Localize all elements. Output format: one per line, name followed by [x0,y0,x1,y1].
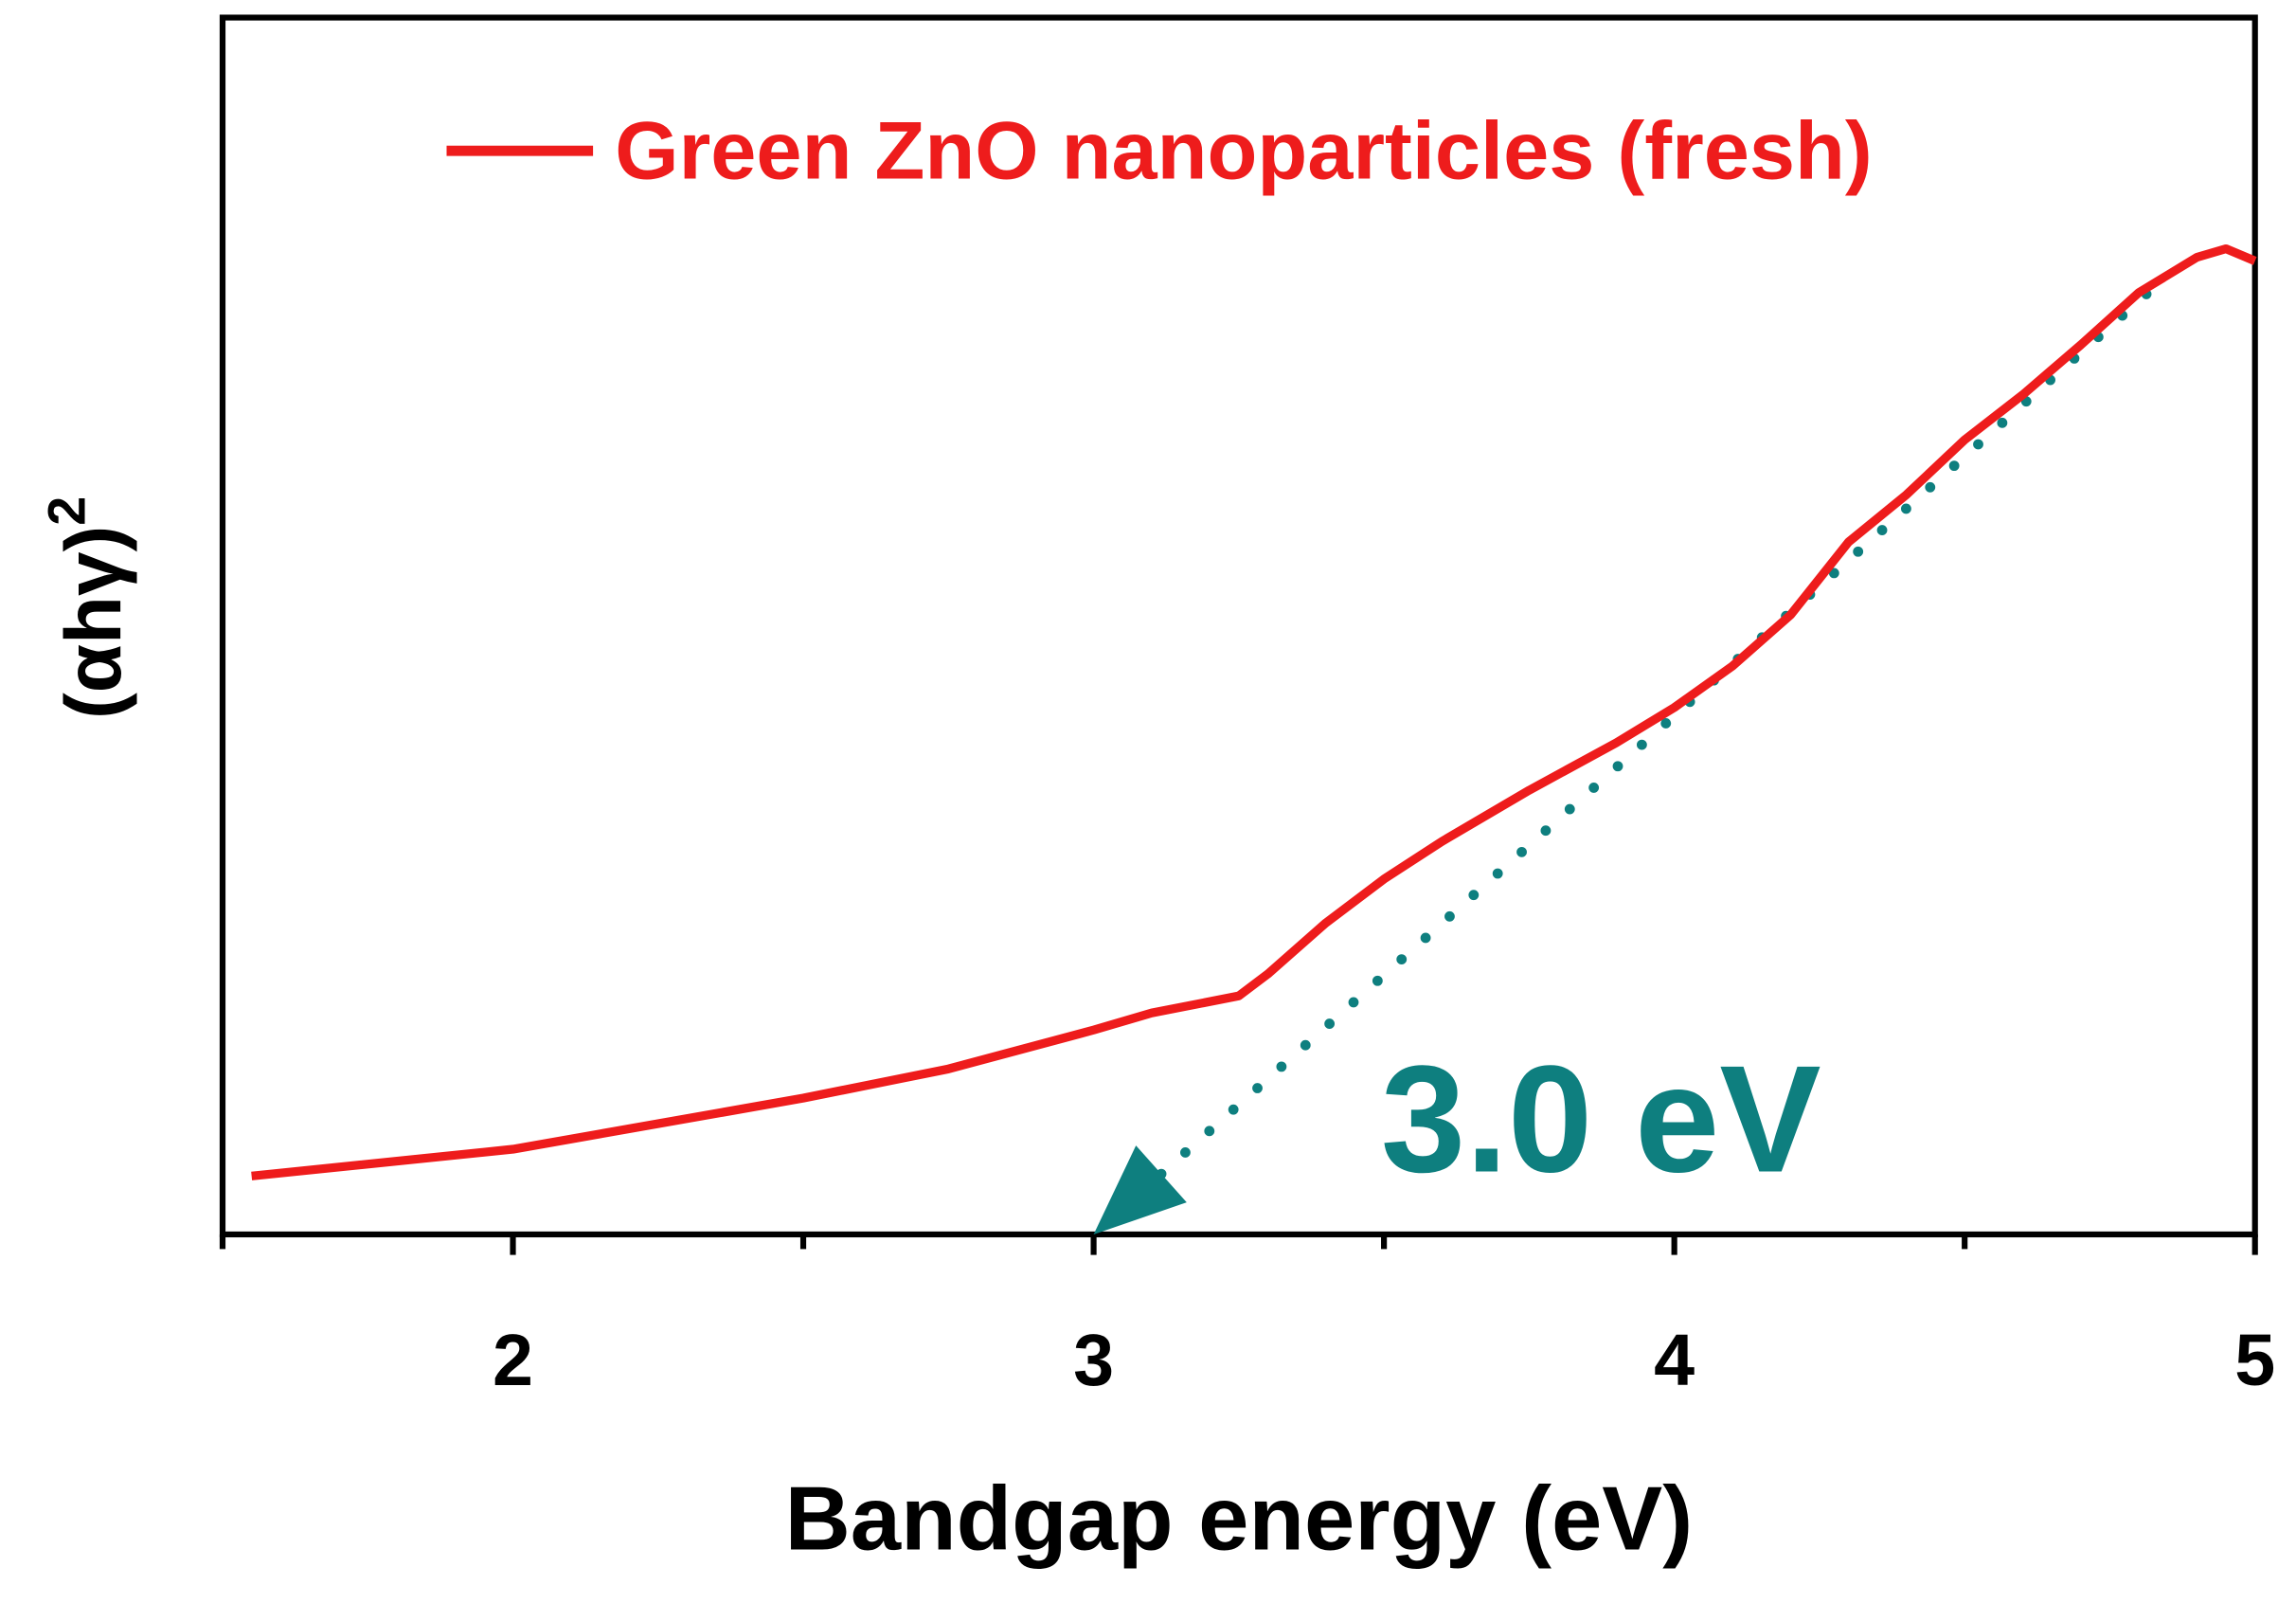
y-axis-label: (αhγ)2 [38,496,137,719]
annotation: 3.0 eV [1381,1035,1821,1205]
legend-label: Green ZnO nanoparticles (fresh) [615,106,1872,197]
x-tick-label: 4 [1654,1320,1695,1401]
fit-arrowhead [1093,1145,1187,1234]
x-tick-label: 3 [1073,1320,1114,1401]
plot-frame [219,14,2258,1238]
fit-line [1156,279,2161,1180]
y-axis-label-superscript: 2 [38,496,97,526]
x-tick-label: 5 [2234,1320,2275,1401]
x-axis-label: Bandgap energy (eV) [785,1468,1694,1569]
y-axis-label-main: (αhγ) [48,526,137,719]
data-line [251,243,2257,1180]
x-tick-label: 2 [493,1320,533,1401]
